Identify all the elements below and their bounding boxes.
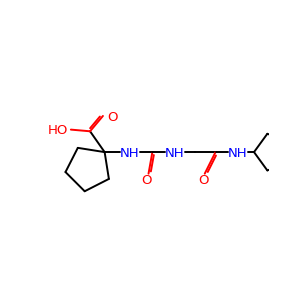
Text: O: O [107,111,117,124]
Text: HO: HO [48,124,69,137]
Text: NH: NH [120,147,140,160]
Text: O: O [142,174,152,187]
Text: NH: NH [228,147,248,160]
Text: NH: NH [165,147,184,160]
Text: O: O [198,174,208,187]
